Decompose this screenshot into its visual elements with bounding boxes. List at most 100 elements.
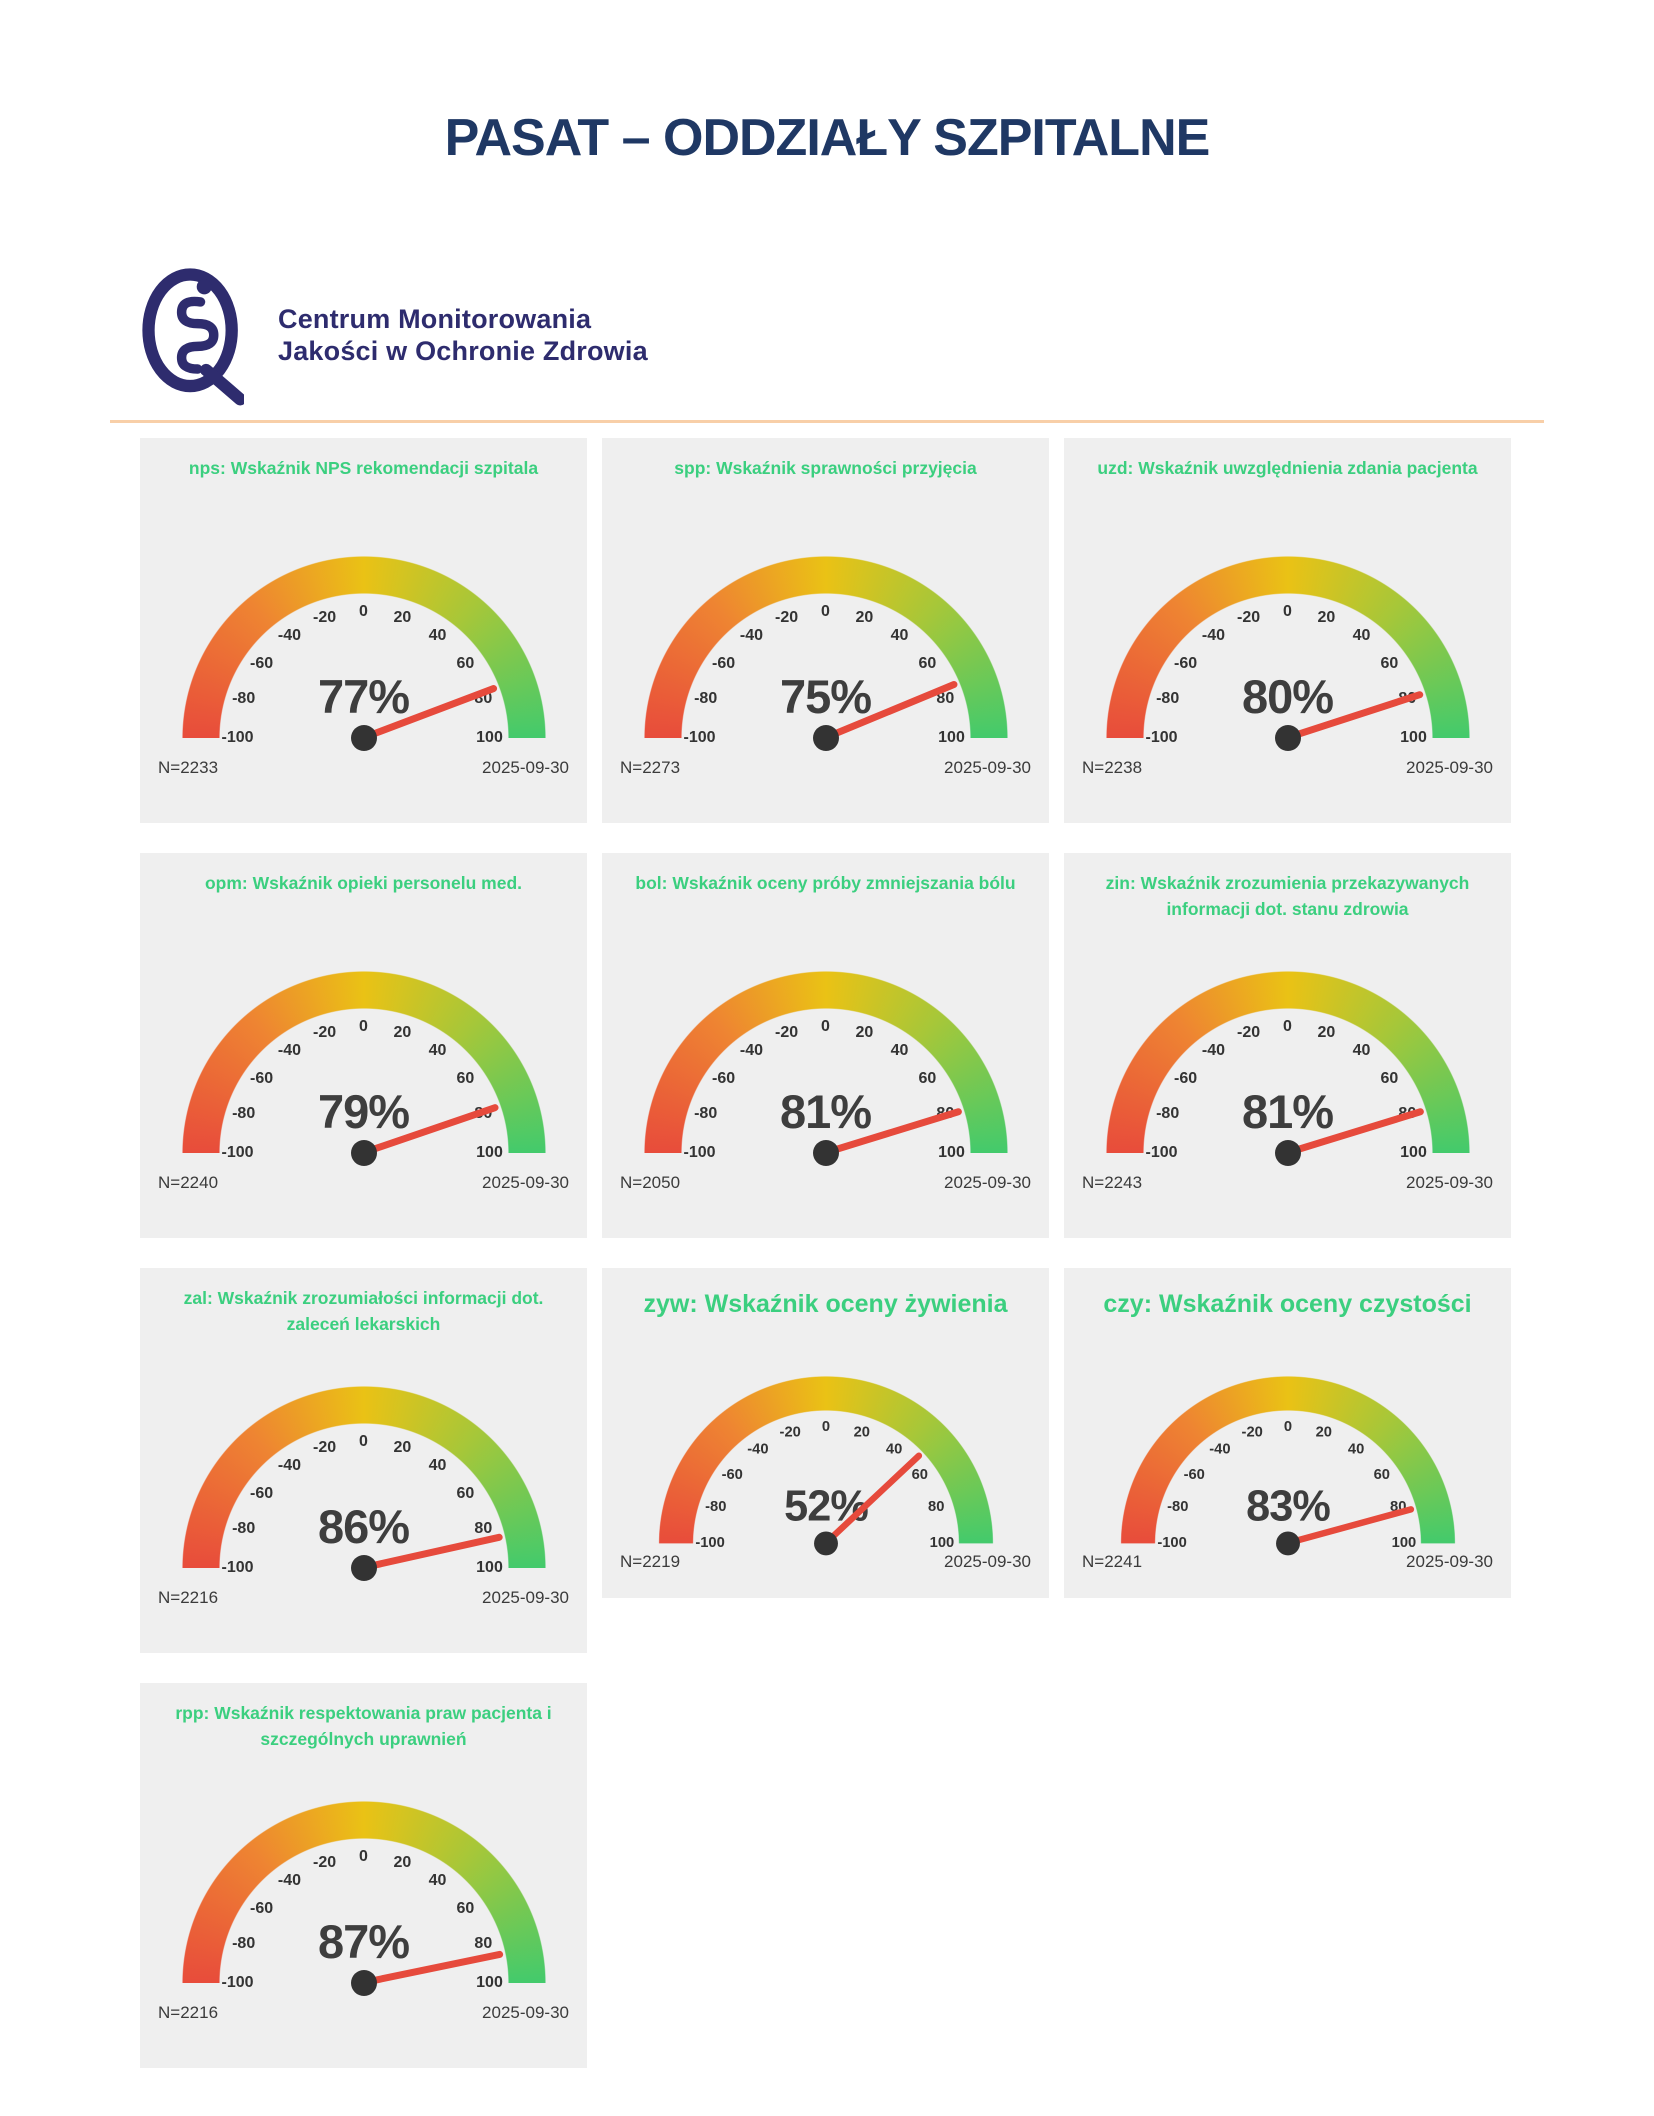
report-date: 2025-09-30: [482, 1173, 569, 1192]
tick-label: -100: [221, 1559, 254, 1576]
tick-label: 40: [428, 1042, 447, 1060]
gauge-footer: N=2216 2025-09-30: [158, 2003, 569, 2023]
gauge-arc: [1105, 971, 1470, 1153]
gauge-hub-icon: [1275, 1531, 1300, 1556]
tick-label: 100: [476, 729, 503, 746]
tick-label: -40: [1208, 1441, 1230, 1458]
tick-label: 100: [938, 1144, 965, 1161]
gauge-card: opm: Wskaźnik opieki personelu med. -100…: [140, 853, 587, 1238]
tick-label: 60: [1380, 654, 1399, 672]
gauge-value: 79%: [317, 1085, 410, 1138]
sample-size: N=2216: [158, 1588, 219, 1607]
tick-label: -100: [221, 1144, 254, 1161]
tick-label: 40: [428, 627, 447, 645]
report-date: 2025-09-30: [482, 2003, 569, 2022]
gauge-card: spp: Wskaźnik sprawności przyjęcia -100-…: [602, 438, 1049, 823]
tick-label: -100: [1156, 1535, 1187, 1551]
tick-label: 60: [456, 1484, 475, 1502]
tick-label: 20: [1317, 1024, 1336, 1042]
tick-label: 0: [1283, 1018, 1292, 1035]
tick-label: -100: [221, 1974, 254, 1991]
gauge-footer: N=2273 2025-09-30: [620, 758, 1031, 778]
gauge-hub-icon: [1274, 1140, 1301, 1166]
tick-label: -40: [739, 627, 763, 645]
tick-label: -60: [712, 654, 736, 672]
tick-label: -80: [232, 1520, 256, 1538]
sample-size: N=2273: [620, 758, 681, 777]
tick-label: -100: [1145, 729, 1178, 746]
tick-label: 60: [918, 654, 937, 672]
tick-label: -60: [1174, 654, 1198, 672]
gauge-footer: N=2238 2025-09-30: [1082, 758, 1493, 778]
tick-label: 0: [821, 1018, 830, 1035]
gauge-card: zal: Wskaźnik zrozumiałości informacji d…: [140, 1268, 587, 1653]
tick-label: 40: [1352, 627, 1371, 645]
tick-label: 20: [855, 609, 874, 627]
gauge-footer: N=2216 2025-09-30: [158, 1588, 569, 1608]
tick-label: -80: [694, 690, 718, 708]
tick-label: 0: [359, 1433, 368, 1450]
tick-label: -100: [683, 1144, 716, 1161]
tick-label: 40: [428, 1872, 447, 1890]
gauge-title: spp: Wskaźnik sprawności przyjęcia: [674, 458, 977, 478]
report-date: 2025-09-30: [482, 758, 569, 777]
tick-label: -40: [277, 1872, 301, 1890]
tick-label: -100: [221, 729, 254, 746]
gauge-title: bol: Wskaźnik oceny próby zmniejszania b…: [635, 873, 1016, 893]
tick-label: 80: [474, 1935, 493, 1953]
tick-label: -60: [250, 1484, 274, 1502]
gauge-footer: N=2050 2025-09-30: [620, 1173, 1031, 1193]
tick-label: 0: [1283, 1419, 1292, 1435]
org-name-line1: Centrum Monitorowania: [278, 303, 592, 334]
tick-label: 100: [1391, 1535, 1416, 1551]
gauge-arc: [181, 971, 546, 1153]
tick-label: -40: [739, 1042, 763, 1060]
tick-label: -40: [1201, 1042, 1225, 1060]
tick-label: -20: [1237, 609, 1261, 627]
gauge: -100 -80 -60 -40 -20 0 20 40 60 80 100 77%: [181, 556, 546, 751]
tick-label: -80: [704, 1499, 726, 1515]
sample-size: N=2240: [158, 1173, 219, 1192]
gauge-title: uzd: Wskaźnik uwzględnienia zdania pacje…: [1097, 458, 1478, 478]
tick-label: -80: [1156, 690, 1180, 708]
tick-label: 0: [359, 603, 368, 620]
tick-label: 80: [474, 1520, 493, 1538]
gauge-value: 87%: [317, 1915, 410, 1968]
tick-label: 0: [821, 603, 830, 620]
gauge-hub-icon: [812, 725, 839, 751]
gauge-value: 86%: [317, 1500, 410, 1553]
tick-label: 60: [456, 1069, 475, 1087]
tick-label: -20: [313, 1854, 337, 1872]
tick-label: 40: [1352, 1042, 1371, 1060]
tick-label: -60: [721, 1467, 743, 1483]
tick-label: 0: [359, 1848, 368, 1865]
separator-line: [110, 420, 1544, 423]
tick-label: -80: [1156, 1105, 1180, 1123]
gauge-arc: [181, 556, 546, 738]
tick-label: 40: [1347, 1441, 1364, 1458]
tick-label: -40: [746, 1441, 768, 1458]
gauge-card: zyw: Wskaźnik oceny żywienia -100 -80 -60-…: [602, 1268, 1049, 1598]
report-date: 2025-09-30: [482, 1588, 569, 1607]
gauge-footer: N=2243 2025-09-30: [1082, 1173, 1493, 1193]
tick-label: 0: [821, 1419, 830, 1435]
tick-label: -60: [1174, 1069, 1198, 1087]
tick-label: -20: [1241, 1424, 1263, 1441]
tick-label: -60: [1183, 1467, 1205, 1483]
tick-label: -20: [1237, 1024, 1261, 1042]
gauge-value: 81%: [1241, 1085, 1334, 1138]
gauge: -100 -80 -60 -40 -20 0 20 40 60 80 100 87%: [181, 1801, 546, 1996]
tick-label: -20: [775, 609, 799, 627]
tick-label: 60: [918, 1069, 937, 1087]
tick-label: 60: [456, 654, 475, 672]
sample-size: N=2243: [1082, 1173, 1143, 1192]
tick-label: -20: [775, 1024, 799, 1042]
tick-label: 20: [393, 1439, 412, 1457]
gauge-hub-icon: [1274, 725, 1301, 751]
gauge-title: zin: Wskaźnik zrozumienia przekazywanych…: [1105, 873, 1470, 920]
page-title: PASAT – ODDZIAŁY SZPITALNE: [444, 109, 1211, 167]
gauge-footer: N=2240 2025-09-30: [158, 1173, 569, 1193]
tick-label: -60: [712, 1069, 736, 1087]
